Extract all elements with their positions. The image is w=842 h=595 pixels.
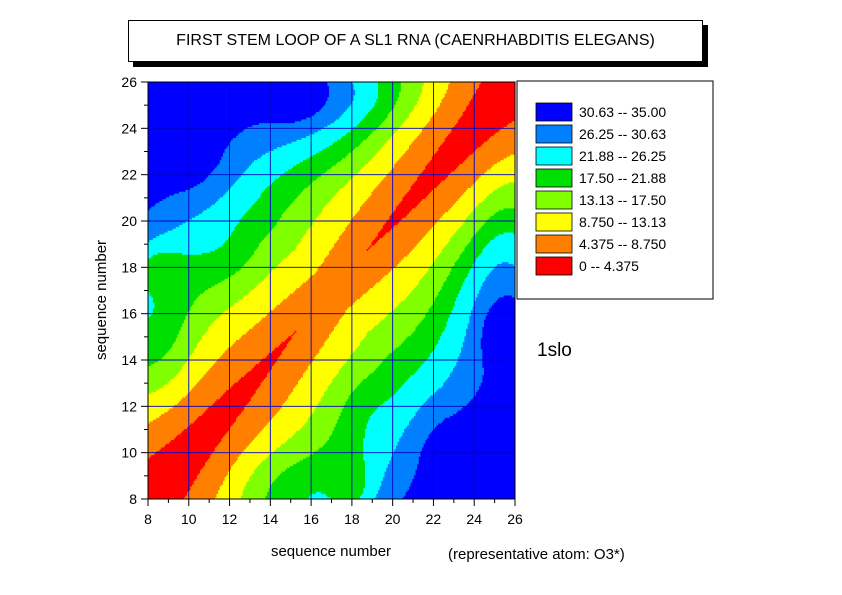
plot-area (148, 82, 515, 499)
